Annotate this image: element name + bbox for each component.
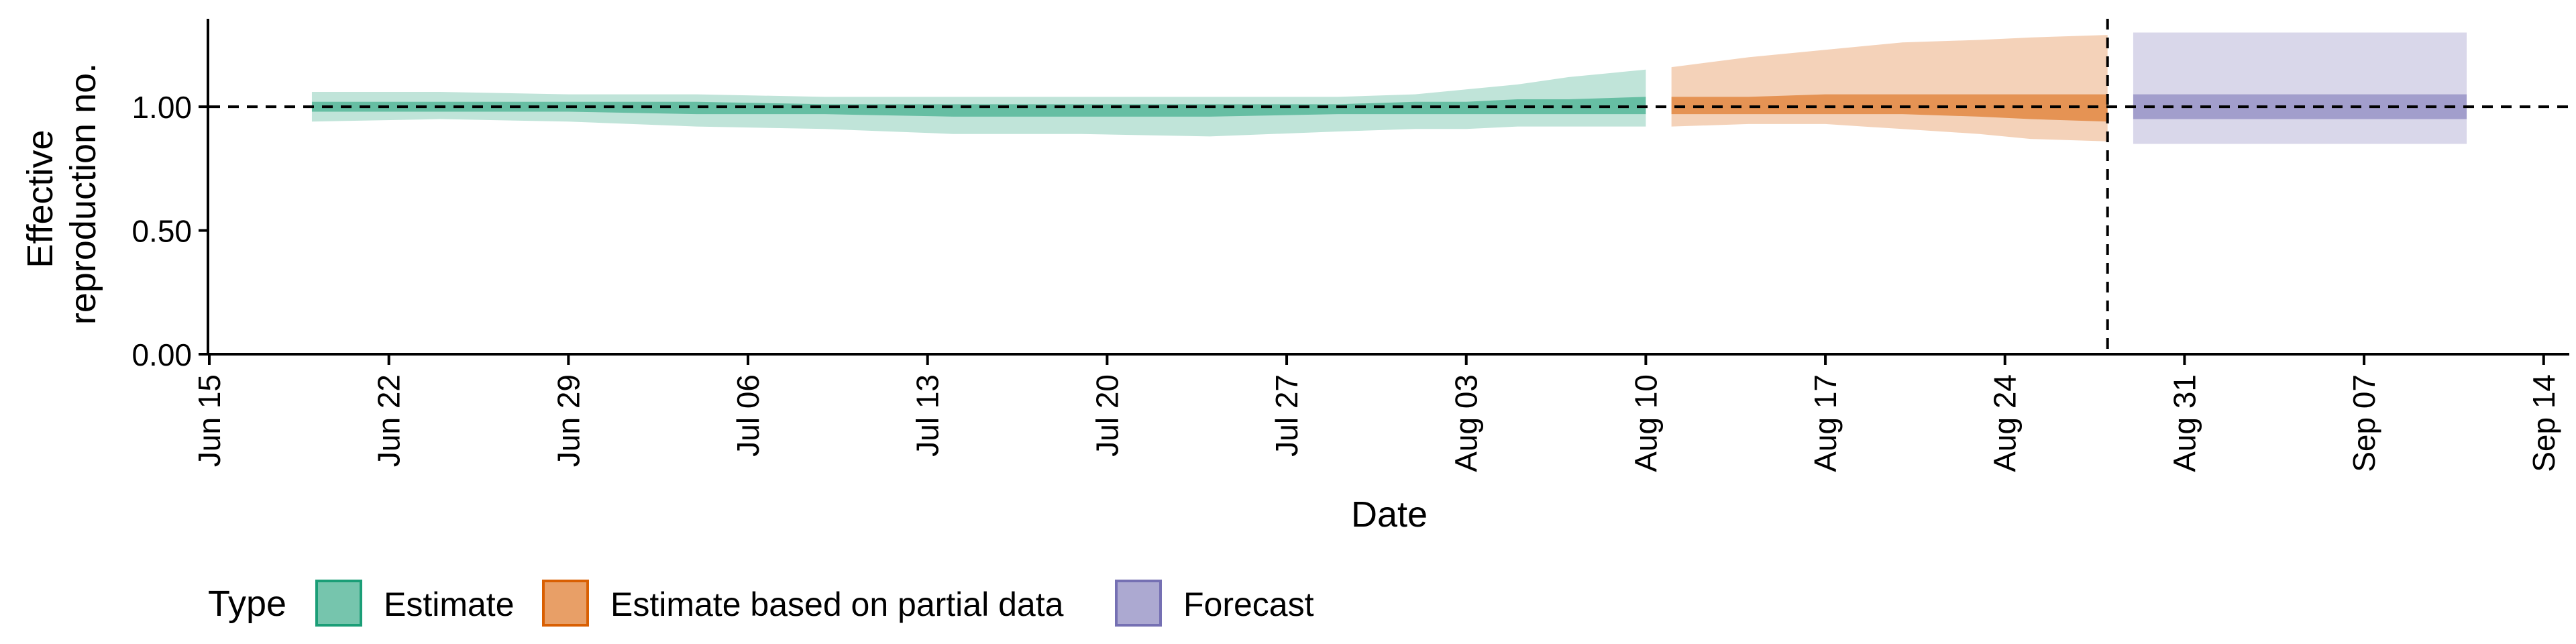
- legend: Type Estimate Estimate based on partial d…: [208, 580, 1314, 627]
- y-axis-title: Effective reproduction no.: [20, 63, 103, 325]
- x-axis-ticks: Jun 15 Jun 22 Jun 29 Jul 06 Jul 13 Jul 20 Jul …: [192, 354, 2561, 472]
- y-axis-ticks: 0.00 0.50 1.00: [131, 90, 208, 372]
- x-tick-label: Jul 06: [731, 374, 765, 457]
- legend-label: Estimate: [384, 586, 515, 623]
- x-tick-label: Aug 24: [1988, 374, 2023, 472]
- y-axis-title-line-1: Effective: [20, 129, 60, 268]
- x-tick-label: Aug 03: [1449, 374, 1484, 472]
- band-90-forecast: [2133, 32, 2467, 144]
- x-tick-label: Jun 15: [192, 374, 227, 467]
- x-tick-label: Jun 29: [551, 374, 586, 467]
- legend-key: [1115, 580, 1162, 627]
- y-axis-title-line-2: reproduction no.: [63, 63, 103, 325]
- x-tick-label: Sep 14: [2526, 374, 2561, 472]
- x-tick-label: Jul 13: [910, 374, 945, 457]
- y-tick-label: 0.50: [131, 214, 192, 249]
- x-tick-label: Aug 10: [1628, 374, 1663, 472]
- x-tick-label: Sep 07: [2347, 374, 2381, 472]
- x-axis-title: Date: [1351, 494, 1428, 535]
- legend-key: [542, 580, 589, 627]
- x-tick-label: Aug 17: [1808, 374, 1843, 472]
- x-tick-label: Jun 22: [372, 374, 407, 467]
- x-tick-label: Jul 20: [1089, 374, 1124, 457]
- legend-label: Forecast: [1183, 586, 1314, 623]
- band-90-estimate-based-on-partial-data: [1671, 35, 2108, 142]
- legend-key: [315, 580, 362, 627]
- band-90-estimate: [311, 69, 1646, 137]
- x-tick-label: Aug 31: [2167, 374, 2202, 472]
- legend-label: Estimate based on partial data: [610, 586, 1064, 623]
- series-bands: [311, 32, 2467, 144]
- x-tick-label: Jul 27: [1269, 374, 1304, 457]
- y-tick-label: 1.00: [131, 90, 192, 125]
- legend-title: Type: [208, 584, 286, 624]
- band-50-estimate: [311, 97, 1646, 117]
- y-tick-label: 0.00: [131, 337, 192, 372]
